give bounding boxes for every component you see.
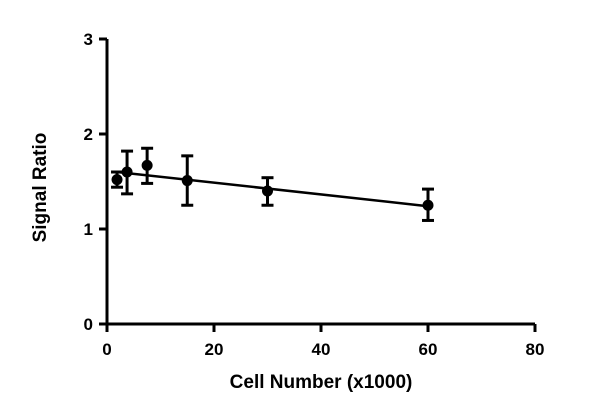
- data-point: [111, 170, 124, 189]
- point-marker: [422, 199, 434, 211]
- data-point: [141, 146, 154, 185]
- data-point: [181, 154, 194, 207]
- data-points: [111, 146, 434, 222]
- x-axis-ticks: 0 20 40 60 80: [102, 324, 544, 359]
- x-tick-label: 20: [205, 340, 224, 359]
- data-point: [121, 149, 134, 196]
- y-axis-label: Signal Ratio: [30, 133, 51, 243]
- x-axis-label: Cell Number (x1000): [230, 372, 413, 393]
- data-point: [261, 176, 274, 207]
- x-tick-label: 80: [526, 340, 545, 359]
- data-point: [422, 187, 434, 222]
- y-tick-label: 2: [84, 125, 93, 144]
- point-marker: [262, 185, 273, 197]
- point-marker: [111, 174, 123, 186]
- x-tick-label: 0: [102, 340, 111, 359]
- point-marker: [181, 175, 193, 187]
- x-tick-label: 40: [312, 340, 331, 359]
- y-tick-label: 3: [84, 30, 93, 49]
- y-tick-label: 0: [84, 315, 93, 334]
- axes: [105, 39, 535, 326]
- x-tick-label: 60: [419, 340, 438, 359]
- point-marker: [121, 166, 133, 178]
- point-marker: [141, 159, 153, 171]
- y-tick-label: 1: [84, 220, 93, 239]
- y-axis-ticks: 0 1 2 3: [84, 30, 107, 334]
